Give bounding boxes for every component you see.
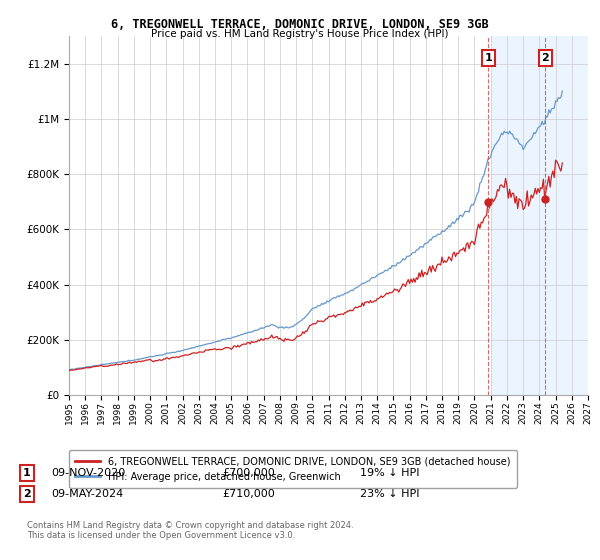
Text: 09-MAY-2024: 09-MAY-2024 [51, 489, 123, 499]
Text: £710,000: £710,000 [222, 489, 275, 499]
Text: Price paid vs. HM Land Registry's House Price Index (HPI): Price paid vs. HM Land Registry's House … [151, 29, 449, 39]
Bar [491, 36, 596, 395]
Text: 2: 2 [23, 489, 31, 499]
Text: 6, TREGONWELL TERRACE, DOMONIC DRIVE, LONDON, SE9 3GB: 6, TREGONWELL TERRACE, DOMONIC DRIVE, LO… [111, 18, 489, 31]
Text: 09-NOV-2020: 09-NOV-2020 [51, 468, 125, 478]
Text: 23% ↓ HPI: 23% ↓ HPI [360, 489, 419, 499]
Text: 1: 1 [23, 468, 31, 478]
Text: 19% ↓ HPI: 19% ↓ HPI [360, 468, 419, 478]
Text: Contains HM Land Registry data © Crown copyright and database right 2024.
This d: Contains HM Land Registry data © Crown c… [27, 521, 353, 540]
Text: £700,000: £700,000 [222, 468, 275, 478]
Legend: 6, TREGONWELL TERRACE, DOMONIC DRIVE, LONDON, SE9 3GB (detached house), HPI: Ave: 6, TREGONWELL TERRACE, DOMONIC DRIVE, LO… [68, 450, 517, 488]
Text: 1: 1 [484, 53, 492, 63]
Text: 2: 2 [541, 53, 549, 63]
